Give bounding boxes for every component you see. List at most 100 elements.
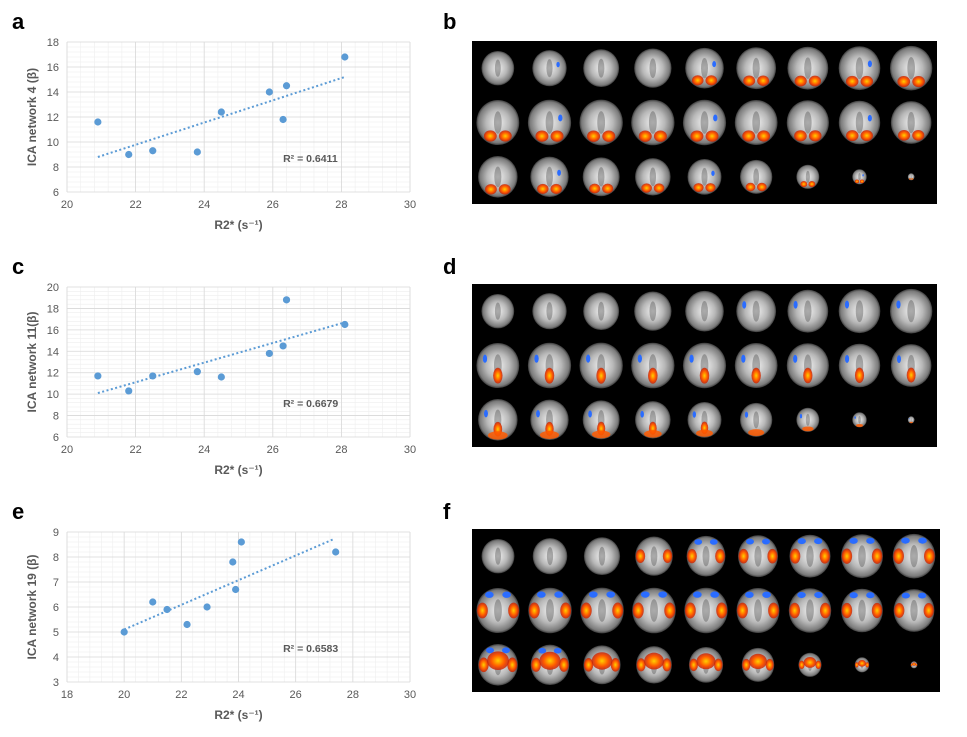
slice-ventricle	[753, 168, 760, 186]
activation-negative	[849, 537, 858, 544]
activation-positive	[854, 179, 860, 184]
brain-slice	[907, 416, 915, 424]
activation-positive	[908, 178, 911, 180]
slice-ventricle	[858, 599, 866, 622]
y-tick-label: 8	[53, 162, 59, 174]
activation-positive	[798, 660, 805, 670]
brain-slice	[583, 645, 621, 685]
slice-ventricle	[649, 58, 657, 78]
slice-ventricle	[804, 111, 812, 134]
activation-positive	[596, 367, 606, 384]
slice-ventricle	[494, 599, 502, 622]
activation-negative	[536, 410, 540, 418]
activation-positive	[487, 431, 508, 440]
brain-slice	[889, 288, 933, 334]
brain-slice	[787, 46, 829, 90]
data-point	[120, 628, 128, 636]
x-tick-label: 30	[404, 444, 416, 456]
activation-negative	[918, 537, 927, 544]
trendline	[123, 538, 334, 631]
brain-slice	[481, 50, 515, 86]
activation-negative	[486, 647, 495, 654]
brain-slice	[685, 47, 724, 89]
activation-negative	[694, 539, 703, 545]
y-tick-label: 4	[53, 652, 59, 664]
activation-negative	[844, 300, 850, 309]
activation-positive	[794, 75, 807, 87]
slice-ventricle	[754, 599, 762, 622]
activation-negative	[901, 592, 910, 599]
brain-slice	[635, 536, 673, 576]
brain-slice	[532, 293, 567, 330]
slice-ventricle	[701, 301, 708, 322]
activation-positive	[653, 183, 665, 193]
activation-positive	[808, 181, 816, 188]
activation-positive	[612, 602, 624, 619]
activation-negative	[640, 410, 644, 418]
activation-positive	[808, 75, 822, 87]
slice-ventricle	[597, 111, 606, 134]
activation-positive	[768, 602, 779, 619]
slice-ventricle	[650, 546, 658, 566]
x-tick-label: 20	[61, 444, 73, 456]
activation-negative	[862, 174, 864, 177]
data-point	[94, 118, 102, 126]
y-tick-label: 6	[53, 187, 59, 199]
brain-slice	[580, 587, 624, 634]
slice-ventricle	[649, 167, 657, 187]
x-tick-label: 28	[335, 199, 347, 211]
r-squared-label: R² = 0.6679	[283, 398, 338, 410]
activation-positive	[841, 602, 853, 619]
activation-positive	[894, 603, 905, 618]
activation-positive	[477, 602, 488, 619]
data-point	[217, 373, 225, 381]
data-point	[341, 53, 349, 61]
data-point	[279, 342, 287, 350]
panel-label-c: c	[12, 254, 25, 279]
y-tick-label: 7	[53, 577, 59, 589]
slice-ventricle	[907, 57, 915, 80]
slice-ventricle	[648, 111, 657, 134]
activation-positive	[846, 130, 859, 142]
y-tick-label: 14	[47, 346, 59, 358]
activation-negative	[867, 60, 873, 68]
activation-positive	[897, 129, 911, 141]
activation-positive	[705, 130, 719, 142]
activation-negative	[606, 591, 616, 598]
panel-label-f: f	[443, 499, 451, 524]
activation-negative	[741, 354, 746, 363]
activation-negative	[908, 418, 910, 420]
activation-positive	[643, 430, 662, 438]
x-tick-label: 30	[404, 689, 416, 701]
activation-negative	[658, 591, 668, 598]
brain-slice	[786, 343, 829, 388]
slice-ventricle	[858, 545, 866, 568]
activation-negative	[558, 114, 563, 122]
slice-ventricle	[650, 599, 658, 622]
activation-positive	[819, 602, 831, 619]
activation-positive	[854, 662, 859, 668]
activation-positive	[714, 658, 723, 672]
activation-negative	[710, 591, 720, 598]
activation-positive	[589, 183, 601, 194]
data-point	[193, 368, 201, 376]
slice-ventricle	[494, 59, 501, 77]
activation-negative	[854, 416, 856, 419]
slice-mosaic	[476, 288, 933, 441]
brain-slice	[635, 158, 671, 196]
brain-slice	[734, 100, 778, 145]
activation-positive	[591, 430, 611, 439]
activation-positive	[757, 130, 771, 142]
brain-slice	[481, 538, 515, 574]
brain-slice	[854, 657, 870, 673]
brain-slice	[889, 45, 933, 91]
activation-positive	[911, 178, 914, 180]
activation-negative	[588, 591, 598, 598]
y-axis-label: ICA network 19 (β)	[25, 555, 39, 660]
activation-positive	[800, 181, 808, 188]
activation-positive	[790, 548, 801, 564]
activation-negative	[901, 537, 910, 544]
activation-positive	[859, 179, 865, 184]
slice-ventricle	[546, 59, 553, 78]
slice-ventricle	[494, 166, 502, 188]
